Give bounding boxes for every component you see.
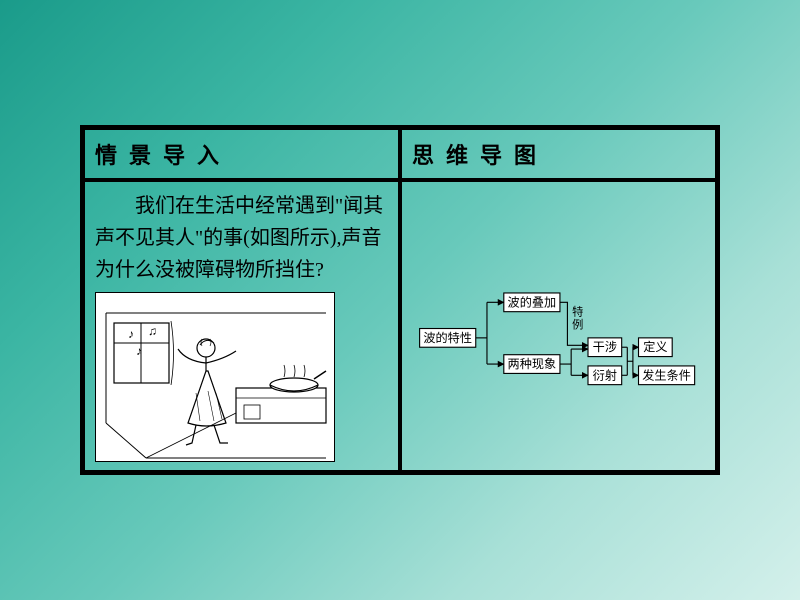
svg-text:衍射: 衍射: [592, 367, 616, 382]
svg-text:波的叠加: 波的叠加: [507, 294, 556, 309]
svg-text:♫: ♫: [148, 324, 157, 338]
svg-text:♪: ♪: [128, 327, 134, 341]
scenario-cell: 我们在生活中经常遇到"闻其声不见其人"的事(如图所示),声音为什么没被障碍物所挡…: [83, 180, 400, 472]
svg-text:波的特性: 波的特性: [423, 330, 472, 345]
scenario-text: 我们在生活中经常遇到"闻其声不见其人"的事(如图所示),声音为什么没被障碍物所挡…: [95, 190, 388, 286]
svg-text:发生条件: 发生条件: [642, 367, 691, 382]
svg-text:♪: ♪: [136, 344, 142, 358]
mindmap-diagram: 波的特性 波的叠加两种现象 干涉衍射 定义发生条件 特例: [414, 256, 704, 416]
mindmap-cell: 波的特性 波的叠加两种现象 干涉衍射 定义发生条件 特例: [400, 180, 717, 472]
header-row: 情景导入 思维导图: [83, 128, 717, 180]
svg-text:特: 特: [572, 304, 583, 318]
svg-text:定义: 定义: [643, 339, 667, 354]
main-table: 情景导入 思维导图 我们在生活中经常遇到"闻其声不见其人"的事(如图所示),声音…: [80, 125, 720, 475]
scenario-illustration: ♪ ♫ ♪: [95, 292, 335, 462]
svg-text:例: 例: [572, 318, 583, 332]
content-row: 我们在生活中经常遇到"闻其声不见其人"的事(如图所示),声音为什么没被障碍物所挡…: [83, 180, 717, 472]
header-right: 思维导图: [400, 128, 717, 180]
header-left: 情景导入: [83, 128, 400, 180]
svg-text:干涉: 干涉: [592, 340, 616, 354]
svg-text:两种现象: 两种现象: [507, 357, 556, 371]
